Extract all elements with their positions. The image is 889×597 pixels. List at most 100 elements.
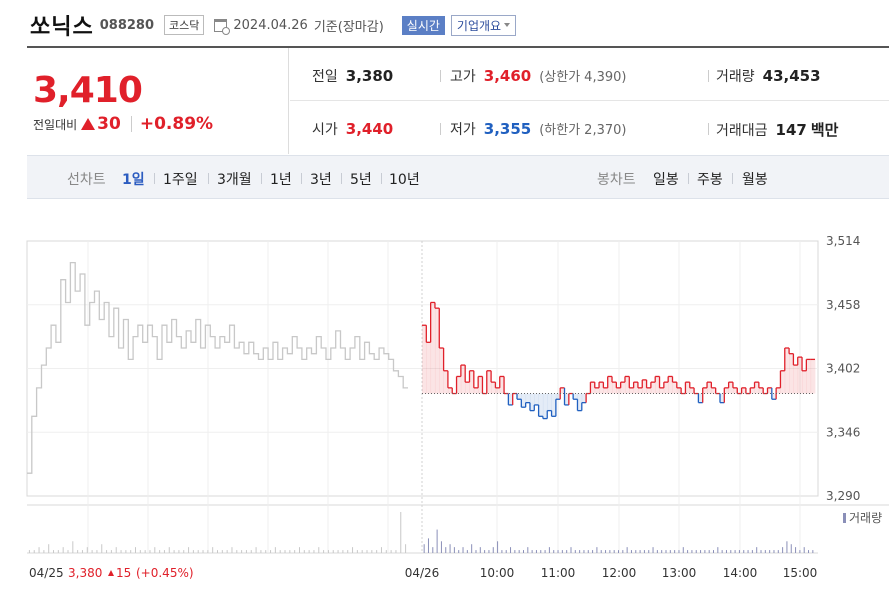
today-fill-segment (711, 387, 717, 394)
today-fill-segment (806, 359, 812, 394)
x-tick-label: 14:00 (723, 566, 758, 580)
today-fill-segment (599, 382, 604, 394)
today-fill-segment (629, 387, 635, 394)
today-fill-segment (797, 357, 803, 394)
today-fill-segment (534, 393, 540, 405)
today-fill-segment (508, 393, 514, 405)
tab-daily[interactable]: 일봉 (653, 172, 679, 188)
today-fill-segment (650, 382, 656, 394)
divider (154, 173, 155, 184)
chart-lines (27, 261, 815, 474)
y-tick-label: 3,458 (826, 298, 860, 312)
stock-code: 088280 (99, 17, 155, 33)
today-fill-segment (495, 387, 501, 394)
today-fill-segment (551, 393, 557, 417)
stats-row-1: 전일 3,380 고가 3,460 (상한가 4,390) 거래량 43,453 (290, 48, 889, 101)
high-label: 고가 (450, 69, 476, 85)
tab-1day[interactable]: 1일 (122, 172, 145, 188)
volume: 거래량 43,453 (716, 66, 821, 86)
today-fill-segment (456, 376, 462, 394)
y-tick-label: 3,514 (826, 234, 860, 248)
realtime-button[interactable]: 실시간 (401, 15, 445, 35)
today-fill-segment (460, 365, 466, 394)
today-fill-segment (646, 387, 652, 394)
today-fill-segment (676, 387, 682, 394)
stock-header: 쏘닉스 088280 코스닥 2024.04.26 기준(장마감) 실시간 기업… (30, 10, 517, 40)
prev-day-date: 04/25 (29, 566, 64, 580)
divider (301, 173, 302, 184)
today-fill-segment (633, 382, 639, 394)
upper-limit-value: 4,390) (584, 70, 627, 85)
chart-labels: 3,514 3,458 3,402 3,346 3,290 04/26 10:00 11:00… (29, 234, 882, 580)
today-fill-segment (499, 376, 505, 394)
tab-3year[interactable]: 3년 (310, 172, 332, 188)
quote-stats: 전일 3,380 고가 3,460 (상한가 4,390) 거래량 43,453… (290, 48, 889, 154)
x-tick-label: 15:00 (783, 566, 818, 580)
today-fill-segment (616, 387, 622, 394)
today-fill-segment (702, 387, 708, 394)
tab-weekly[interactable]: 주봉 (697, 172, 723, 188)
prev-close-label: 전일 (312, 69, 338, 85)
high-price: 고가 3,460 (상한가 4,390) (450, 66, 626, 86)
today-fill-segment (590, 382, 596, 394)
today-fill-segment (422, 325, 427, 394)
today-fill-segment (767, 387, 773, 394)
today-fill-segment (439, 348, 444, 394)
up-arrow-icon (108, 570, 114, 576)
today-fill-segment (754, 382, 760, 394)
tab-1week[interactable]: 1주일 (163, 172, 198, 188)
prev-day-close: 3,380 (68, 566, 102, 580)
change-label: 전일대비 (33, 117, 78, 132)
trade-amount-unit: 백만 (810, 121, 839, 139)
company-info-dropdown[interactable]: 기업개요 (450, 14, 517, 36)
today-fill-segment (724, 387, 730, 394)
y-tick-label: 3,290 (826, 489, 860, 503)
today-fill-segment (447, 387, 453, 394)
change-amount: 30 (97, 114, 121, 134)
tab-10year[interactable]: 10년 (389, 172, 420, 188)
today-fill-segment (672, 382, 678, 394)
x-tick-label: 12:00 (602, 566, 637, 580)
today-fill-segment (689, 387, 695, 394)
chart-grid (26, 240, 889, 554)
today-fill-segment (573, 393, 578, 400)
chart-fill-areas (422, 302, 816, 419)
divider (261, 173, 262, 184)
today-fill-segment (789, 353, 794, 394)
stats-row-2: 시가 3,440 저가 3,355 (하한가 2,370) 거래대금 147 백… (290, 101, 889, 154)
intraday-chart[interactable]: 3,514 3,458 3,402 3,346 3,290 04/26 10:00 11:00… (0, 200, 889, 597)
tab-5year[interactable]: 5년 (350, 172, 372, 188)
divider (208, 173, 209, 184)
divider (708, 70, 709, 82)
today-fill-segment (443, 370, 449, 394)
market-badge: 코스닥 (164, 15, 205, 35)
volume-value: 43,453 (762, 67, 821, 85)
divider (341, 173, 342, 184)
tab-3month[interactable]: 3개월 (217, 172, 252, 188)
high-value: 3,460 (483, 67, 532, 85)
tab-1year[interactable]: 1년 (270, 172, 292, 188)
open-price: 시가 3,440 (312, 119, 393, 139)
prev-day-line (27, 261, 408, 474)
upper-limit-label: (상한가 (539, 70, 581, 85)
today-fill-segment (620, 382, 626, 394)
today-fill-segment (741, 387, 747, 394)
today-fill-segment (750, 387, 755, 394)
today-fill-segment (728, 382, 734, 394)
today-fill-segment (810, 359, 816, 394)
prev-day-change: 15 (116, 566, 131, 580)
today-fill-segment (607, 376, 613, 394)
today-fill-segment (434, 308, 440, 394)
open-value: 3,440 (345, 120, 394, 138)
tab-monthly[interactable]: 월봉 (742, 172, 768, 188)
today-fill-segment (555, 393, 561, 400)
stock-name: 쏘닉스 (30, 15, 94, 40)
today-fill-segment (473, 387, 479, 394)
divider (381, 173, 382, 184)
today-fill-segment (486, 370, 492, 394)
chevron-down-icon (504, 23, 511, 27)
today-fill-segment (469, 370, 475, 394)
today-fill-segment (547, 393, 552, 411)
divider (440, 123, 441, 135)
chart-period-tabs: 선차트 1일 1주일 3개월 1년 3년 5년 10년 봉차트 일봉 주봉 월봉 (27, 155, 889, 199)
